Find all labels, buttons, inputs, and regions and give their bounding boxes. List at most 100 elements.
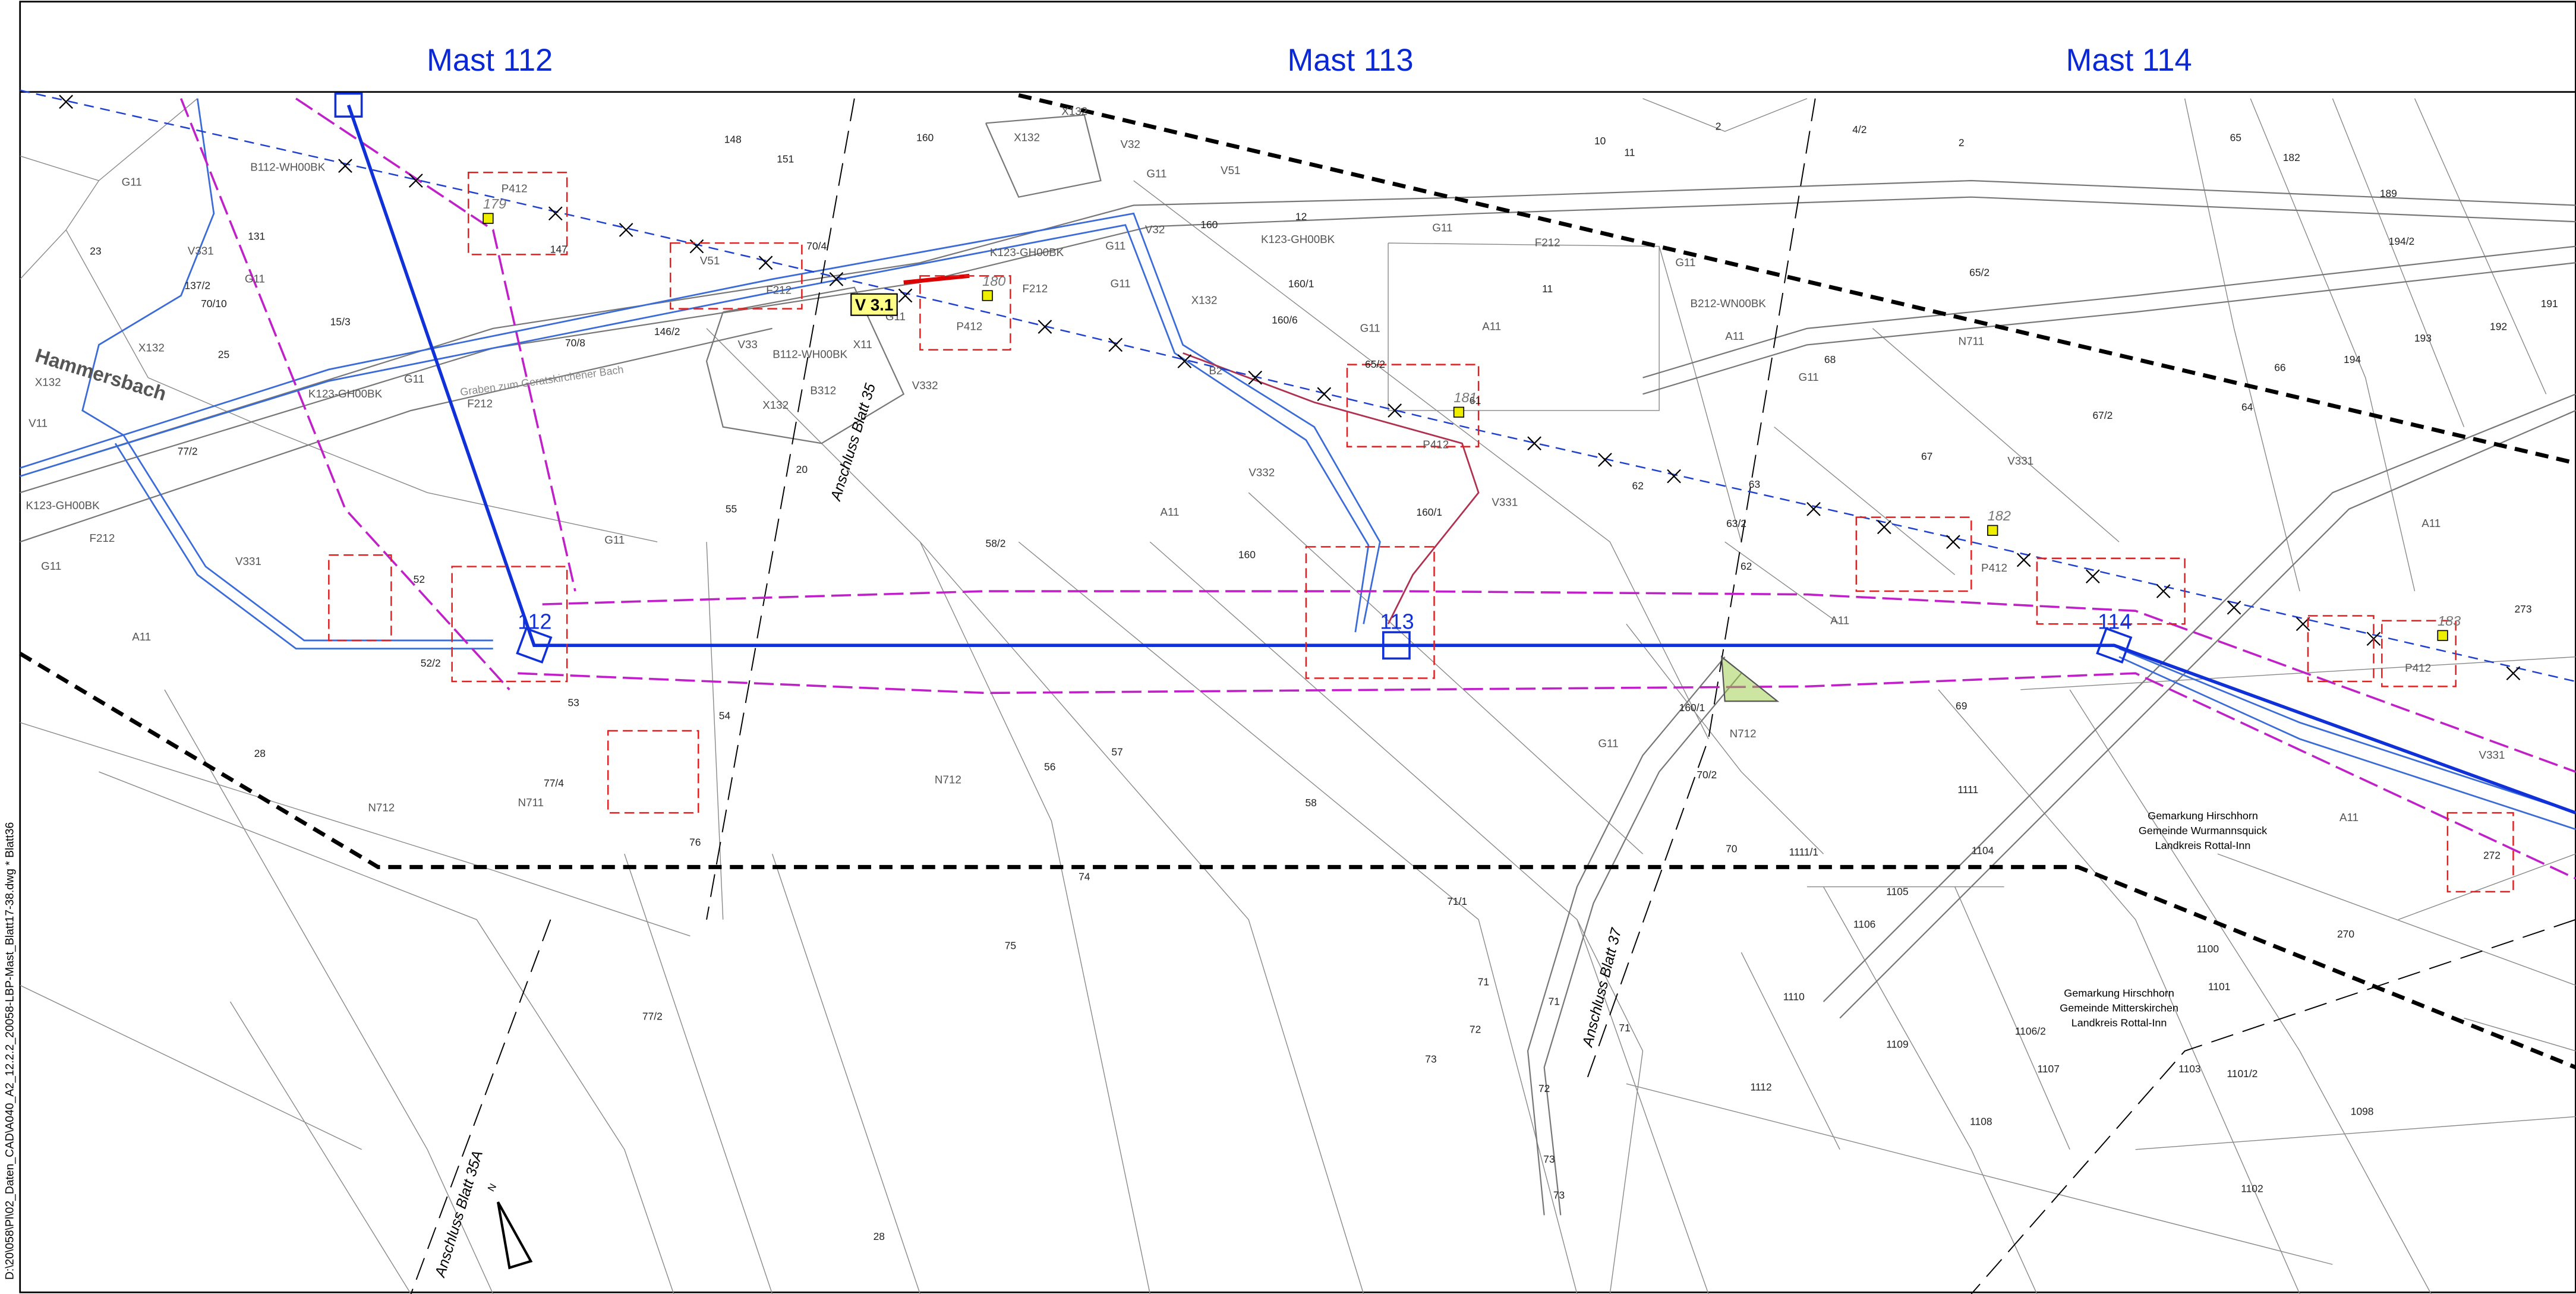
district-label: Gemarkung Hirschhorn bbox=[2148, 810, 2258, 822]
land-use-code: K123-GH00BK bbox=[1261, 233, 1335, 245]
land-use-code: A11 bbox=[2339, 811, 2359, 823]
parcel-number: 23 bbox=[90, 245, 101, 257]
land-use-code: K123-GH00BK bbox=[26, 499, 100, 512]
parcel-number: 52/2 bbox=[421, 657, 441, 669]
land-use-code: G11 bbox=[404, 373, 424, 385]
land-use-code: A11 bbox=[2421, 517, 2441, 529]
parcel-number: 20 bbox=[796, 463, 808, 475]
parcel-number: 1103 bbox=[2178, 1063, 2200, 1075]
land-use-code: G11 bbox=[604, 534, 625, 546]
land-use-code: K123-GH00BK bbox=[990, 246, 1064, 258]
file-path: D:\20\058\Pl\02_Daten_CAD\A040_A2_12.2.2… bbox=[4, 822, 17, 1280]
parcel-number: 151 bbox=[777, 153, 794, 165]
parcel-number: 160/6 bbox=[1272, 314, 1298, 326]
land-use-code: K123-GH00BK bbox=[308, 387, 383, 400]
map-sheet: Mast 112 Mast 113 Mast 114 1121131141481… bbox=[0, 0, 2576, 1294]
parcel-number: 54 bbox=[719, 710, 731, 722]
parcel-number: 148 bbox=[724, 133, 742, 145]
land-use-code: X11 bbox=[853, 338, 872, 351]
land-use-code: B312 bbox=[810, 384, 836, 396]
parcel-number: 273 bbox=[2514, 603, 2531, 615]
mast-label: 112 bbox=[518, 610, 551, 634]
parcel-number: 66 bbox=[2274, 362, 2285, 374]
parcel-number: 1109 bbox=[1886, 1038, 1908, 1050]
land-use-code: X132 bbox=[1014, 131, 1040, 144]
parcel-number: 194/2 bbox=[2389, 235, 2415, 247]
parcel-number: 182 bbox=[2283, 152, 2300, 163]
land-use-code: V32 bbox=[1145, 223, 1165, 235]
district-label: Gemeinde Wurmannsquick bbox=[2139, 825, 2267, 837]
land-use-code: V331 bbox=[1492, 495, 1518, 508]
land-use-code: B2 bbox=[1209, 364, 1222, 377]
land-use-code: F212 bbox=[766, 284, 792, 296]
parcel-number: 70 bbox=[1726, 842, 1737, 854]
land-use-code: V331 bbox=[2479, 749, 2505, 761]
parcel-number: 55 bbox=[726, 503, 737, 515]
parcel-number: 1101 bbox=[2208, 981, 2230, 993]
land-use-code: A11 bbox=[132, 630, 151, 643]
parcel-number: 58 bbox=[1306, 797, 1317, 809]
tree-number: 179 bbox=[483, 196, 506, 212]
land-use-code: V51 bbox=[1221, 164, 1240, 176]
tree-number: 183 bbox=[2438, 613, 2461, 629]
parcel-number: 1111 bbox=[1957, 784, 1978, 796]
parcel-number: 64 bbox=[2241, 401, 2253, 413]
land-use-code: X132 bbox=[762, 399, 789, 411]
parcel-number: 160/1 bbox=[1416, 506, 1442, 518]
section-label: V 3.1 bbox=[855, 295, 894, 314]
parcel-number: 70/2 bbox=[1697, 769, 1717, 781]
land-use-code: G11 bbox=[1111, 277, 1131, 290]
land-use-code: B112-WH00BK bbox=[250, 160, 325, 173]
district-label: Landkreis Rottal-Inn bbox=[2071, 1017, 2167, 1028]
land-use-code: N711 bbox=[518, 796, 544, 809]
land-use-code: G11 bbox=[122, 175, 142, 188]
parcel-number: 67/2 bbox=[2092, 409, 2112, 421]
tree-marker bbox=[982, 291, 992, 301]
land-use-code: X132 bbox=[35, 376, 61, 389]
land-use-code: F212 bbox=[467, 397, 493, 409]
parcel-number: 12 bbox=[1295, 210, 1307, 222]
parcel-number: 53 bbox=[567, 697, 579, 709]
parcel-number: 63 bbox=[1749, 478, 1760, 490]
land-use-code: V11 bbox=[29, 417, 48, 430]
tree-number: 181 bbox=[1453, 390, 1477, 405]
land-use-code: V32 bbox=[1120, 138, 1140, 150]
parcel-number: 147 bbox=[550, 244, 567, 255]
parcel-number: 189 bbox=[2380, 188, 2397, 200]
land-use-code: P412 bbox=[2405, 661, 2431, 674]
land-use-code: G11 bbox=[1360, 321, 1380, 334]
tree-marker bbox=[1988, 525, 1998, 535]
parcel-number: 74 bbox=[1079, 870, 1090, 882]
parcel-number: 62 bbox=[1741, 560, 1752, 572]
land-use-code: P412 bbox=[1423, 438, 1449, 451]
land-use-code: B112-WH00BK bbox=[773, 348, 847, 361]
parcel-number: 73 bbox=[1553, 1189, 1565, 1201]
parcel-number: 68 bbox=[1824, 354, 1836, 365]
district-label: Gemeinde Mitterskirchen bbox=[2060, 1002, 2178, 1014]
land-use-code: F212 bbox=[1535, 236, 1560, 249]
land-use-code: G11 bbox=[1675, 256, 1695, 269]
parcel-number: 4/2 bbox=[1852, 124, 1866, 135]
land-use-code: G11 bbox=[1105, 239, 1125, 252]
parcel-number: 1112 bbox=[1750, 1081, 1771, 1093]
land-use-code: P412 bbox=[1981, 561, 2007, 574]
parcel-number: 65 bbox=[2230, 132, 2241, 144]
parcel-number: 1101/2 bbox=[2227, 1068, 2257, 1080]
land-use-code: A11 bbox=[1160, 506, 1179, 518]
parcel-number: 69 bbox=[1956, 700, 1967, 712]
parcel-number: 71 bbox=[1619, 1022, 1630, 1034]
parcel-number: 25 bbox=[218, 349, 229, 361]
parcel-number: 71 bbox=[1478, 976, 1489, 987]
parcel-number: 1111/1 bbox=[1789, 846, 1818, 858]
mast-label: 114 bbox=[2098, 610, 2132, 634]
parcel-number: 191 bbox=[2541, 298, 2558, 310]
parcel-number: 73 bbox=[1425, 1053, 1436, 1065]
parcel-number: 2 bbox=[1716, 120, 1721, 132]
mast-label: 113 bbox=[1380, 610, 1414, 634]
parcel-number: 62 bbox=[1632, 480, 1644, 492]
land-use-code: B212-WN00BK bbox=[1691, 297, 1767, 310]
land-use-code: X132 bbox=[1191, 293, 1218, 306]
parcel-number: 52 bbox=[414, 573, 425, 585]
land-use-code: P412 bbox=[956, 320, 982, 333]
parcel-number: 1108 bbox=[1970, 1115, 1992, 1127]
